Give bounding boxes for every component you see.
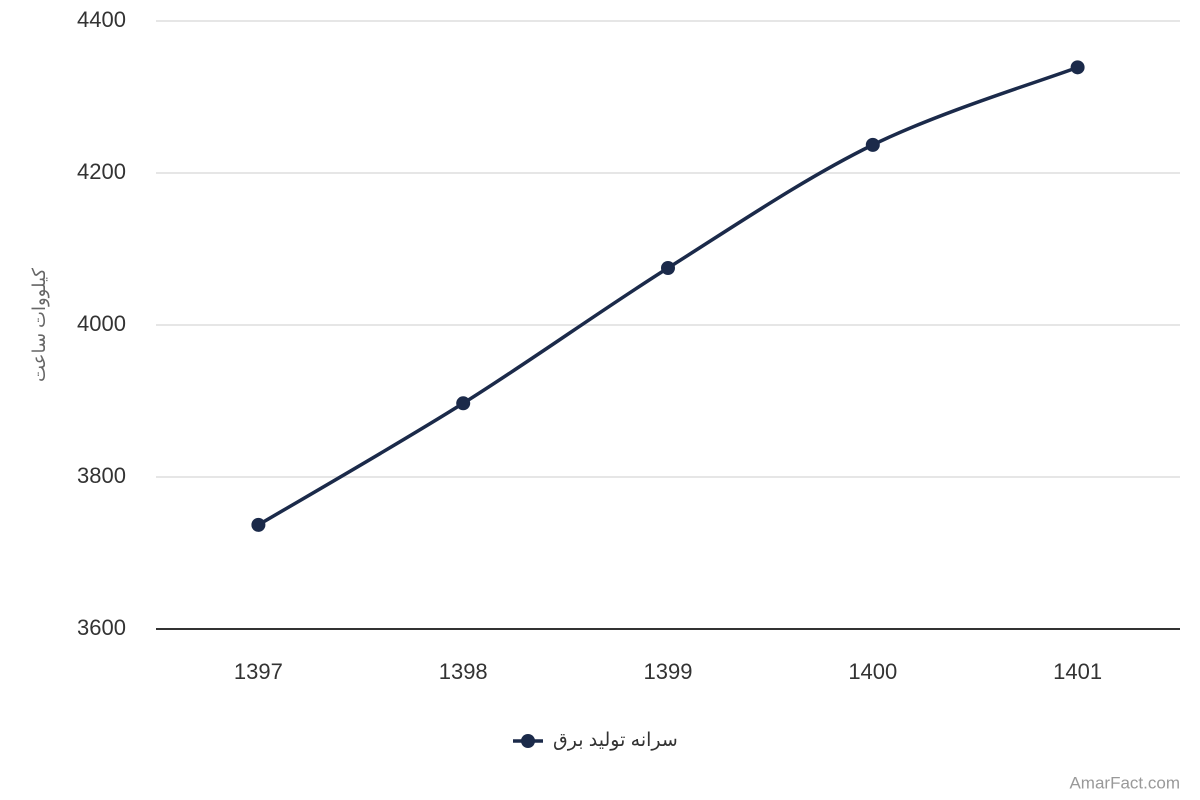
y-tick-label: 3800 xyxy=(77,463,126,488)
point xyxy=(661,261,675,275)
x-tick-label: 1397 xyxy=(234,659,283,684)
x-tick-label: 1398 xyxy=(439,659,488,684)
legend-label: سرانه تولید برق xyxy=(553,730,678,751)
point xyxy=(865,137,880,152)
x-tick-label: 1401 xyxy=(1053,659,1102,684)
point xyxy=(1070,60,1085,75)
y-tick-label: 4000 xyxy=(77,311,126,336)
x-tick-label: 1399 xyxy=(644,659,693,684)
legend-marker xyxy=(521,734,535,748)
y-tick-label: 4400 xyxy=(77,7,126,32)
point xyxy=(251,517,266,532)
y-tick-label: 3600 xyxy=(77,615,126,640)
x-tick-label: 1400 xyxy=(848,659,897,684)
y-axis-label: کیلووات ساعت xyxy=(29,268,50,382)
line xyxy=(257,65,1079,527)
y-tick-label: 4200 xyxy=(77,159,126,184)
point xyxy=(456,396,471,411)
credit: AmarFact.com xyxy=(1069,773,1180,792)
